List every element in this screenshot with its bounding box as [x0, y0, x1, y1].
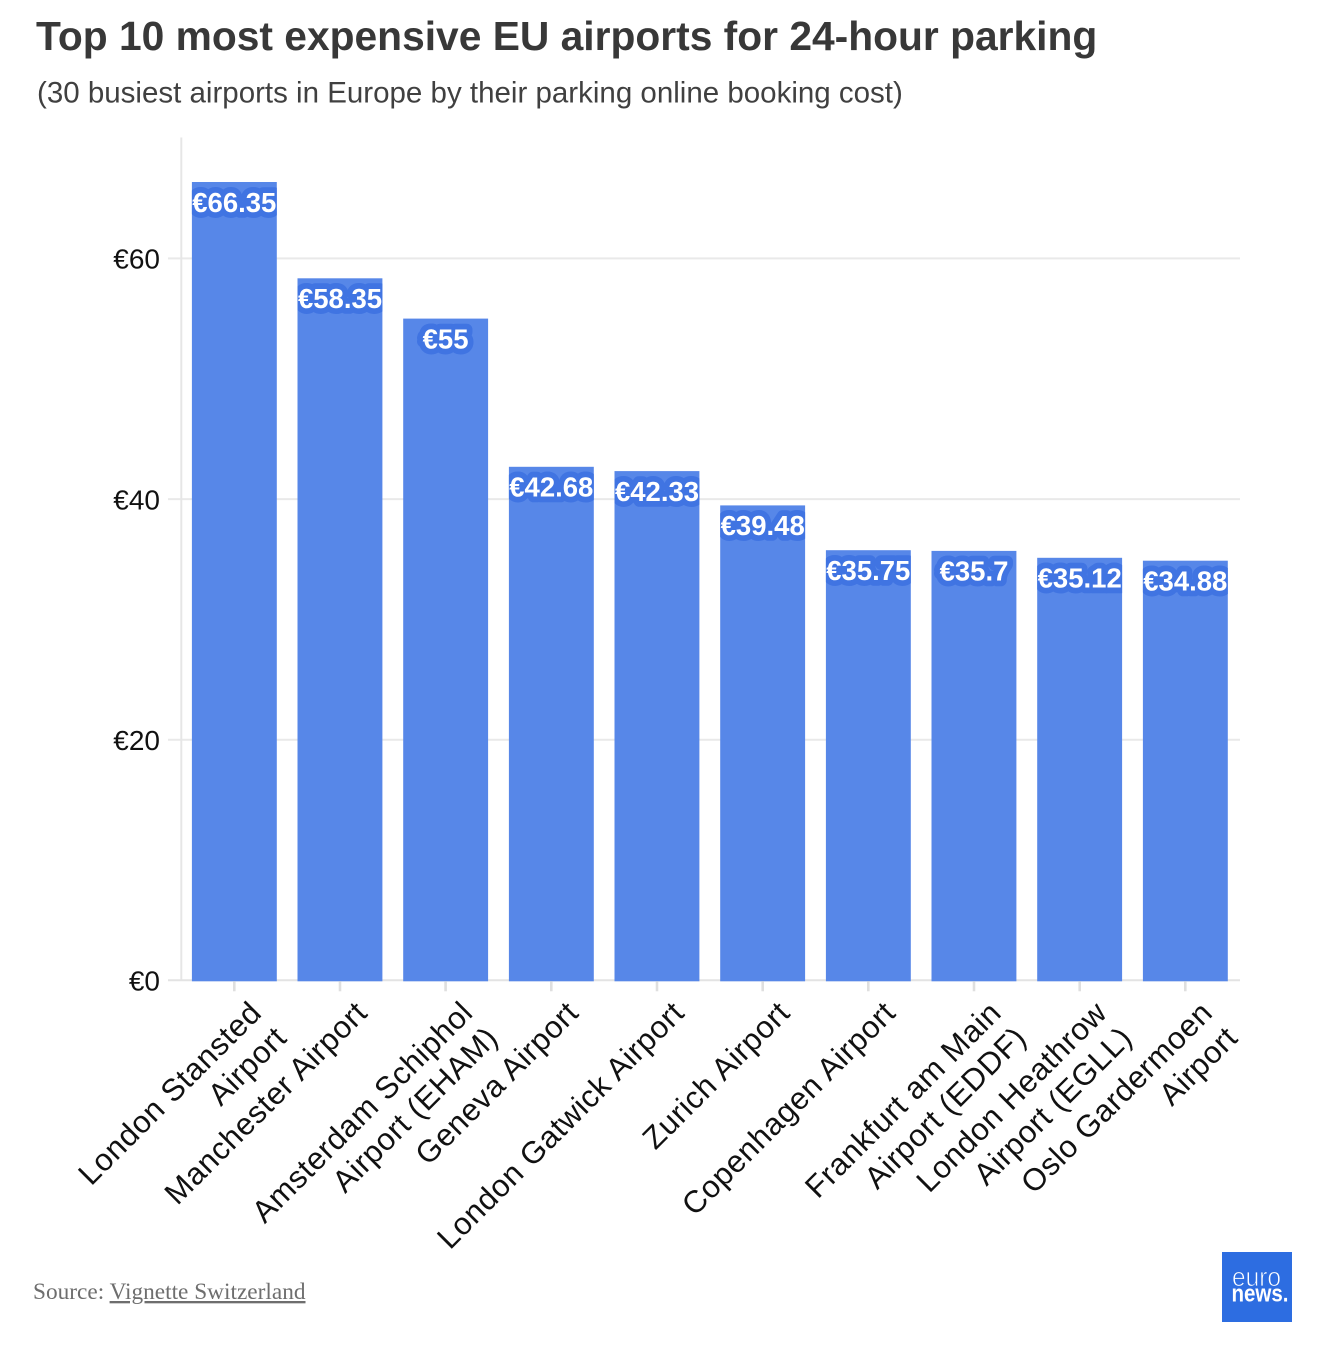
- svg-text:€0: €0: [129, 966, 160, 997]
- svg-text:€40: €40: [113, 484, 160, 515]
- svg-text:Source: Vignette Switzerland: Source: Vignette Switzerland: [33, 1279, 306, 1305]
- svg-text:euro: euro: [1232, 1262, 1281, 1292]
- svg-text:news.: news.: [1232, 1282, 1289, 1308]
- svg-text:€34.88: €34.88: [1143, 566, 1227, 597]
- svg-text:€39.48: €39.48: [721, 510, 805, 541]
- svg-text:€35.12: €35.12: [1038, 563, 1122, 594]
- svg-text:€20: €20: [113, 725, 160, 756]
- svg-text:€60: €60: [113, 244, 160, 275]
- svg-text:€42.33: €42.33: [615, 476, 699, 507]
- svg-text:€66.35: €66.35: [192, 187, 276, 218]
- svg-text:€35.75: €35.75: [826, 555, 910, 586]
- svg-text:€42.68: €42.68: [509, 472, 593, 503]
- svg-text:€35.7: €35.7: [940, 556, 1009, 587]
- svg-text:€55: €55: [423, 323, 469, 354]
- svg-text:€58.35: €58.35: [298, 283, 382, 314]
- svg-text:(30 busiest airports in Europe: (30 busiest airports in Europe by their …: [37, 76, 903, 109]
- svg-text:Top 10 most expensive EU airpo: Top 10 most expensive EU airports for 24…: [36, 13, 1097, 59]
